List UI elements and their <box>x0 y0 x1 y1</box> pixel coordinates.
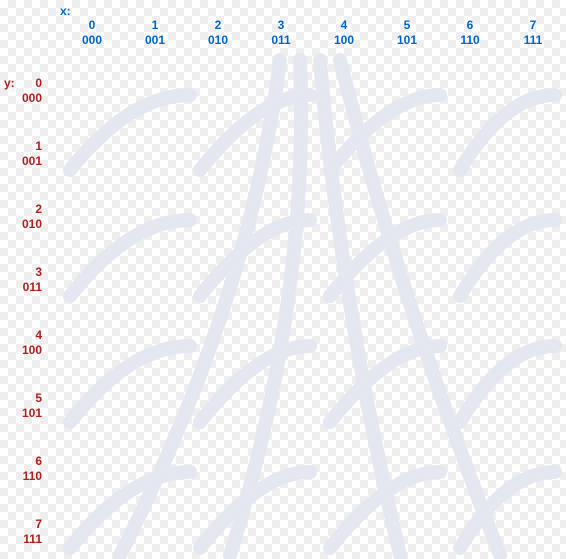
row-header-3: 3 011 <box>2 265 42 295</box>
row-header-2: 2 010 <box>2 202 42 232</box>
col-header-3: 3 011 <box>259 18 303 48</box>
col-header-5: 5 101 <box>385 18 429 48</box>
col-header-2: 2 010 <box>196 18 240 48</box>
row-header-5: 5 101 <box>2 391 42 421</box>
row-header-6: 6 110 <box>2 454 42 484</box>
col-header-0: 0 000 <box>70 18 114 48</box>
col-header-6: 6 110 <box>448 18 492 48</box>
background-swoosh <box>0 0 566 559</box>
col-header-1: 1 001 <box>133 18 177 48</box>
row-header-4: 4 100 <box>2 328 42 358</box>
row-header-1: 1 001 <box>2 139 42 169</box>
x-axis-label: x: <box>60 4 71 18</box>
col-header-4: 4 100 <box>322 18 366 48</box>
col-header-7: 7 111 <box>511 18 555 48</box>
row-header-0: 0 000 <box>2 76 42 106</box>
row-header-7: 7 111 <box>2 517 42 547</box>
